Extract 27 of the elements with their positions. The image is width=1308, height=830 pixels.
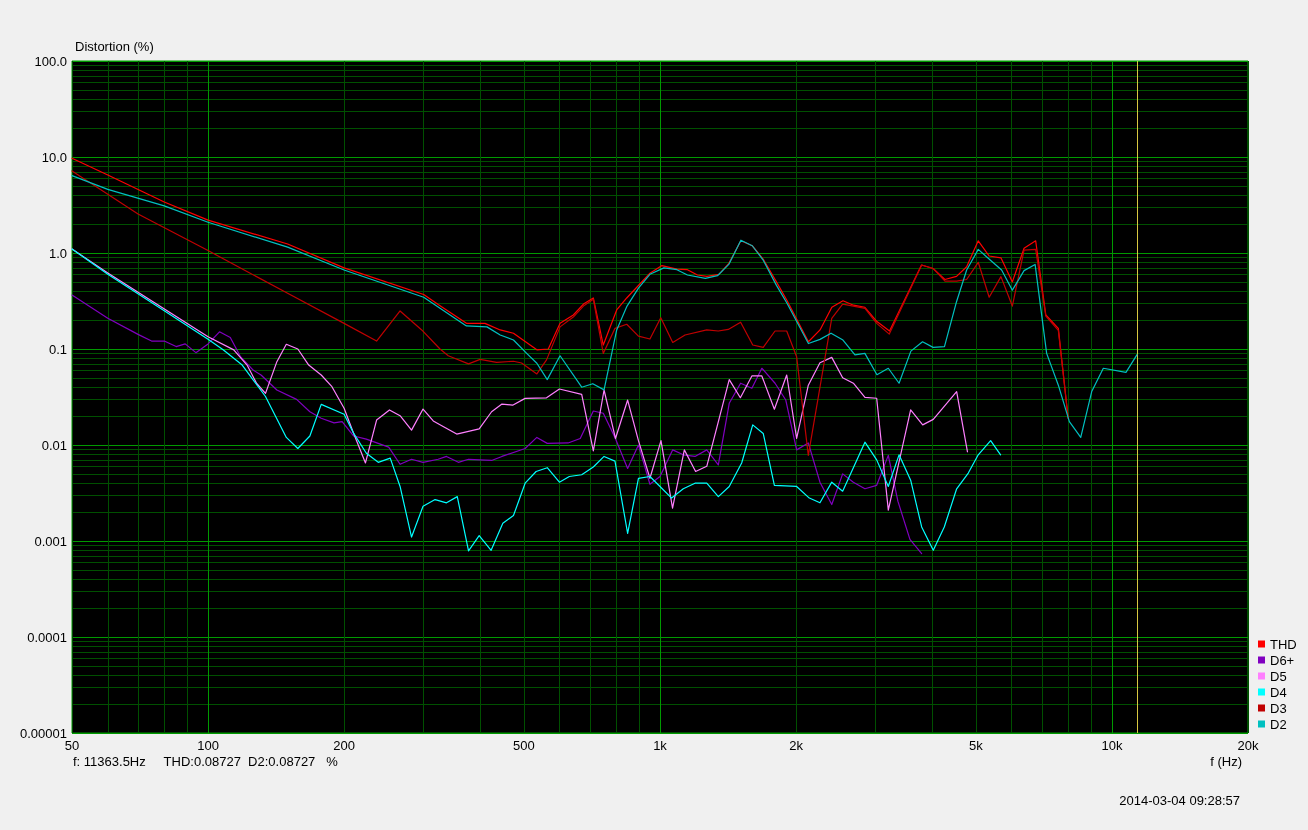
- x-tick-label: 100: [197, 738, 219, 753]
- legend-label: D5: [1270, 668, 1287, 684]
- legend-label: THD: [1270, 636, 1297, 652]
- y-tick-label: 0.001: [34, 533, 67, 549]
- x-tick-label: 1k: [653, 738, 668, 753]
- x-tick-label: 10k: [1101, 738, 1123, 753]
- x-tick-label: 200: [333, 738, 355, 753]
- legend-label: D4: [1270, 684, 1287, 700]
- legend-label: D2: [1270, 716, 1287, 732]
- x-tick-label: 2k: [789, 738, 804, 753]
- y-tick-label: 1.0: [48, 245, 67, 261]
- y-tick-label: 0.1: [48, 341, 67, 357]
- x-tick-label: 50: [64, 738, 80, 753]
- y-axis-title: Distortion (%): [75, 39, 154, 54]
- y-tick-label: 0.0001: [27, 629, 67, 645]
- legend-label: D6+: [1270, 652, 1295, 668]
- y-tick-label: 100.0: [34, 53, 67, 69]
- y-tick-label: 0.00001: [20, 725, 67, 741]
- x-axis-title: f (Hz): [1210, 754, 1243, 769]
- x-tick-label: 500: [513, 738, 535, 753]
- text: 2014-03-04 09:28:57: [1119, 793, 1241, 808]
- x-tick-label: 20k: [1237, 738, 1259, 753]
- y-tick-label: 0.01: [41, 437, 67, 453]
- x-tick-label: 5k: [969, 738, 984, 753]
- y-tick-label: 10.0: [41, 149, 67, 165]
- legend-label: D3: [1270, 700, 1287, 716]
- text: f: 11363.5Hz THD:0.08727 D2:0.08727 %: [73, 754, 339, 769]
